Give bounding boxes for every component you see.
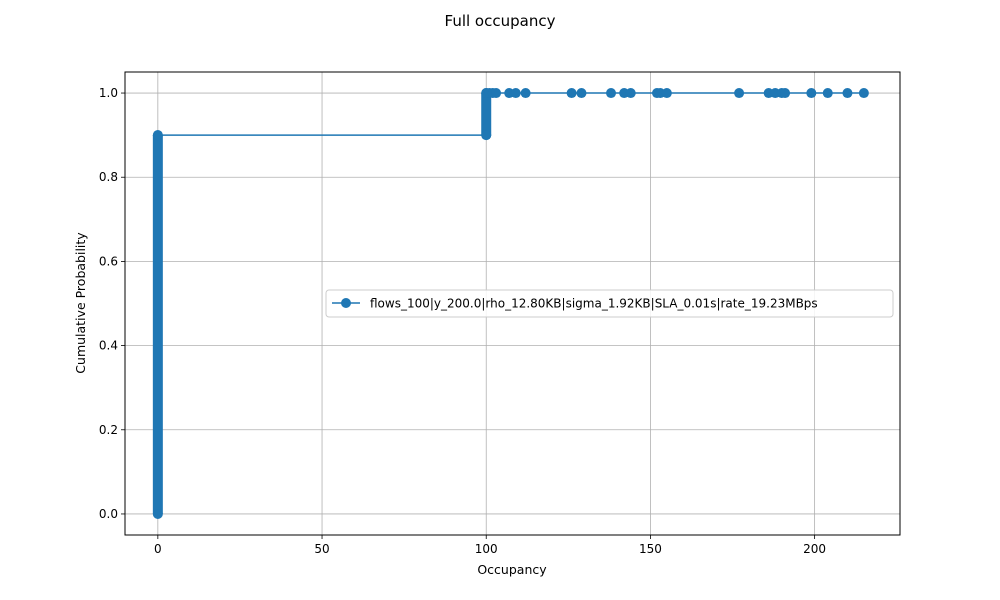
data-point [842,88,853,99]
y-tick-label: 0.6 [99,254,118,268]
x-tick-label: 100 [475,542,498,556]
y-tick-label: 0.2 [99,423,118,437]
stacked-marker-cluster [481,93,492,136]
chart-title: Full occupancy [445,12,556,30]
legend-entry-label: flows_100|y_200.0|rho_12.80KB|sigma_1.92… [370,297,818,311]
data-point [780,88,791,99]
data-point [520,88,531,99]
y-tick-label: 0.0 [99,507,118,521]
data-point [510,88,521,99]
x-axis-label: Occupancy [477,562,547,577]
data-point [152,508,163,519]
data-point [576,88,587,99]
data-point [858,88,869,99]
data-point [481,130,492,141]
data-point [806,88,817,99]
y-axis-ticks: 0.0 0.2 0.4 0.6 0.8 1.0 [99,86,125,521]
y-tick-label: 1.0 [99,86,118,100]
x-tick-label: 150 [639,542,662,556]
data-point [491,88,502,99]
legend-marker-swatch [341,298,351,308]
x-axis-ticks: 0 50 100 150 200 [154,535,826,556]
legend: flows_100|y_200.0|rho_12.80KB|sigma_1.92… [325,289,894,318]
data-point [734,88,745,99]
data-point [661,88,672,99]
stacked-marker-cluster [152,135,163,514]
data-point [625,88,636,99]
y-tick-label: 0.4 [99,339,118,353]
data-point [822,88,833,99]
x-tick-label: 50 [314,542,329,556]
data-point [152,130,163,141]
y-tick-label: 0.8 [99,170,118,184]
plot-frame [124,71,901,536]
data-point [606,88,617,99]
x-tick-label: 200 [803,542,826,556]
y-axis-label: Cumulative Probability [73,232,88,374]
data-point [566,88,577,99]
legend-box [325,289,894,318]
x-tick-label: 0 [154,542,162,556]
series-layer [152,88,869,519]
